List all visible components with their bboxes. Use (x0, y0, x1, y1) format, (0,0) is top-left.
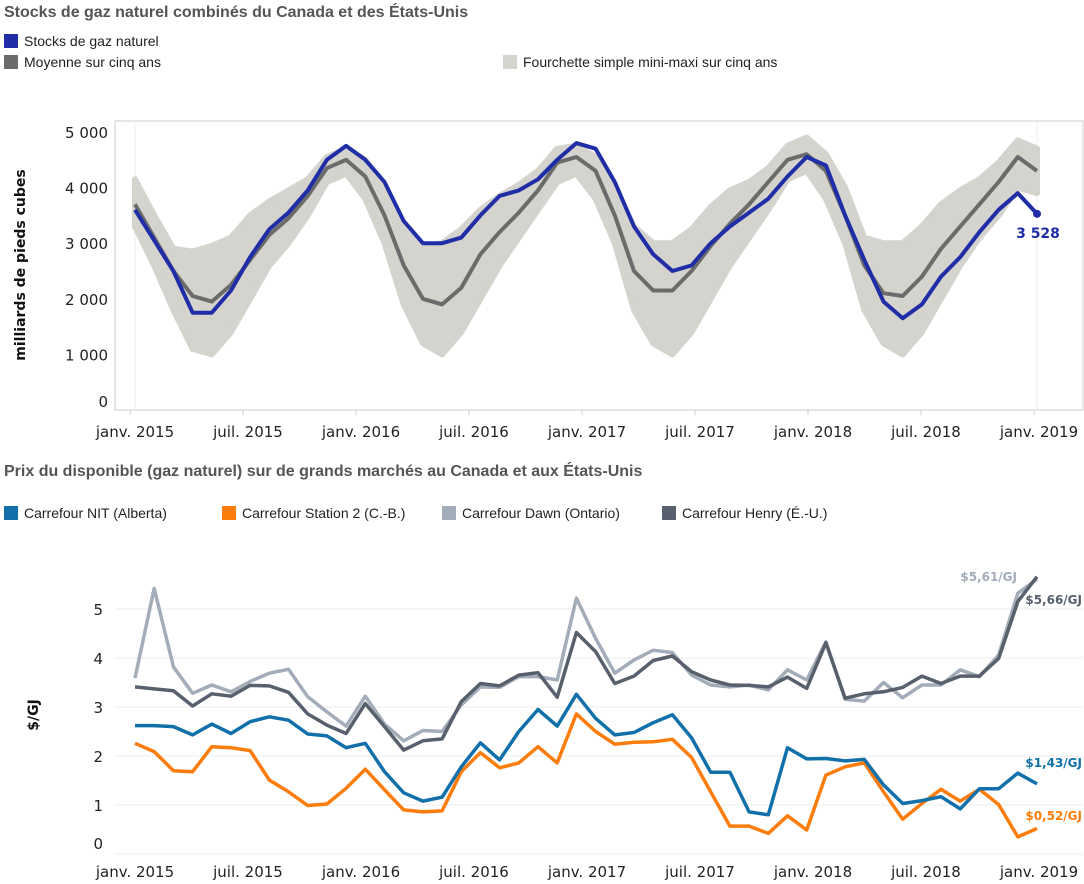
end-value-label: $5,66/GJ (1025, 593, 1082, 607)
legend-item-dawn: Carrefour Dawn (Ontario) (442, 505, 620, 521)
x-tick-label: juil. 2017 (664, 863, 735, 881)
x-tick-label: janv. 2016 (321, 863, 400, 881)
legend-swatch (4, 55, 18, 69)
y-tick-label: 2 (93, 748, 103, 766)
legend-label: Carrefour Dawn (Ontario) (462, 505, 620, 521)
series-line-1 (134, 712, 1038, 839)
legend-item-stocks: Stocks de gaz naturel (4, 33, 159, 49)
series-line-3 (134, 575, 1039, 752)
x-tick-label: janv. 2015 (95, 423, 174, 441)
legend-label: Carrefour NIT (Alberta) (24, 505, 167, 521)
legend-swatch (662, 506, 676, 520)
x-tick-label: janv. 2019 (999, 423, 1078, 441)
legend-label: Carrefour Station 2 (C.-B.) (242, 505, 406, 521)
legend-label: Fourchette simple mini-maxi sur cinq ans (523, 54, 778, 70)
x-tick-label: juil. 2018 (890, 863, 961, 881)
y-tick-label: 3 (93, 699, 103, 717)
y-axis-label: $/GJ (26, 699, 42, 731)
end-value-label: $1,43/GJ (1025, 756, 1082, 770)
plot-frame (114, 120, 1084, 411)
legend-item-range: Fourchette simple mini-maxi sur cinq ans (503, 54, 777, 70)
x-tick-label: janv. 2018 (773, 863, 852, 881)
x-tick-label: juil. 2016 (438, 863, 509, 881)
legend-label: Stocks de gaz naturel (24, 33, 159, 49)
x-tick-label: juil. 2017 (664, 423, 735, 441)
legend-item-average: Moyenne sur cinq ans (4, 54, 161, 70)
x-tick-label: juil. 2015 (212, 863, 283, 881)
average-line (133, 152, 1039, 307)
last-point-marker (1033, 209, 1041, 218)
legend-label: Carrefour Henry (É.-U.) (682, 505, 828, 521)
stocks-line (133, 141, 1039, 321)
legend-item-henry: Carrefour Henry (É.-U.) (662, 505, 827, 521)
chart-title-storage: Stocks de gaz naturel combinés du Canada… (4, 4, 469, 21)
legend-item-station2: Carrefour Station 2 (C.-B.) (222, 505, 405, 521)
end-value-label: $5,61/GJ (960, 570, 1017, 584)
legend-swatch (4, 34, 18, 48)
y-tick-label: 4 (93, 650, 103, 668)
x-tick-label: janv. 2019 (999, 863, 1078, 881)
y-tick-label: 0 (98, 393, 108, 411)
legend-swatch (222, 506, 236, 520)
y-tick-label: 1 000 (65, 346, 108, 364)
y-tick-label: 2 000 (65, 291, 108, 309)
storage-chart: 0 1 000 2 000 3 000 4 000 5 000 milliards de p… (13, 120, 1084, 441)
x-tick-label: janv. 2017 (547, 863, 626, 881)
x-tick-label: janv. 2017 (547, 423, 626, 441)
x-tick-label: janv. 2018 (773, 423, 852, 441)
y-axis-label: milliards de pieds cubes (13, 169, 29, 360)
series-line-0 (135, 692, 1038, 817)
y-tick-label: 1 (93, 797, 103, 815)
x-tick-label: juil. 2015 (212, 423, 283, 441)
legend-label: Moyenne sur cinq ans (24, 54, 161, 70)
x-tick-label: janv. 2016 (321, 423, 400, 441)
y-tick-label: 5 (93, 601, 103, 619)
y-tick-label: 5 000 (65, 124, 108, 142)
end-value-label: $0,52/GJ (1025, 809, 1082, 823)
legend-item-nit: Carrefour NIT (Alberta) (4, 505, 167, 521)
x-tick-label: juil. 2018 (890, 423, 961, 441)
x-tick-label: juil. 2016 (438, 423, 509, 441)
legend-swatch (4, 506, 18, 520)
last-value-label: 3 528 (1016, 226, 1060, 242)
legend-swatch (442, 506, 456, 520)
x-tick-label: janv. 2015 (95, 863, 174, 881)
y-tick-label: 3 000 (65, 235, 108, 253)
legend-swatch (503, 55, 517, 69)
y-tick-label: 4 000 (65, 180, 108, 198)
y-tick-label: 0 (93, 835, 103, 853)
chart-title-prices: Prix du disponible (gaz naturel) sur de … (4, 463, 643, 480)
series-line-2 (133, 577, 1039, 743)
